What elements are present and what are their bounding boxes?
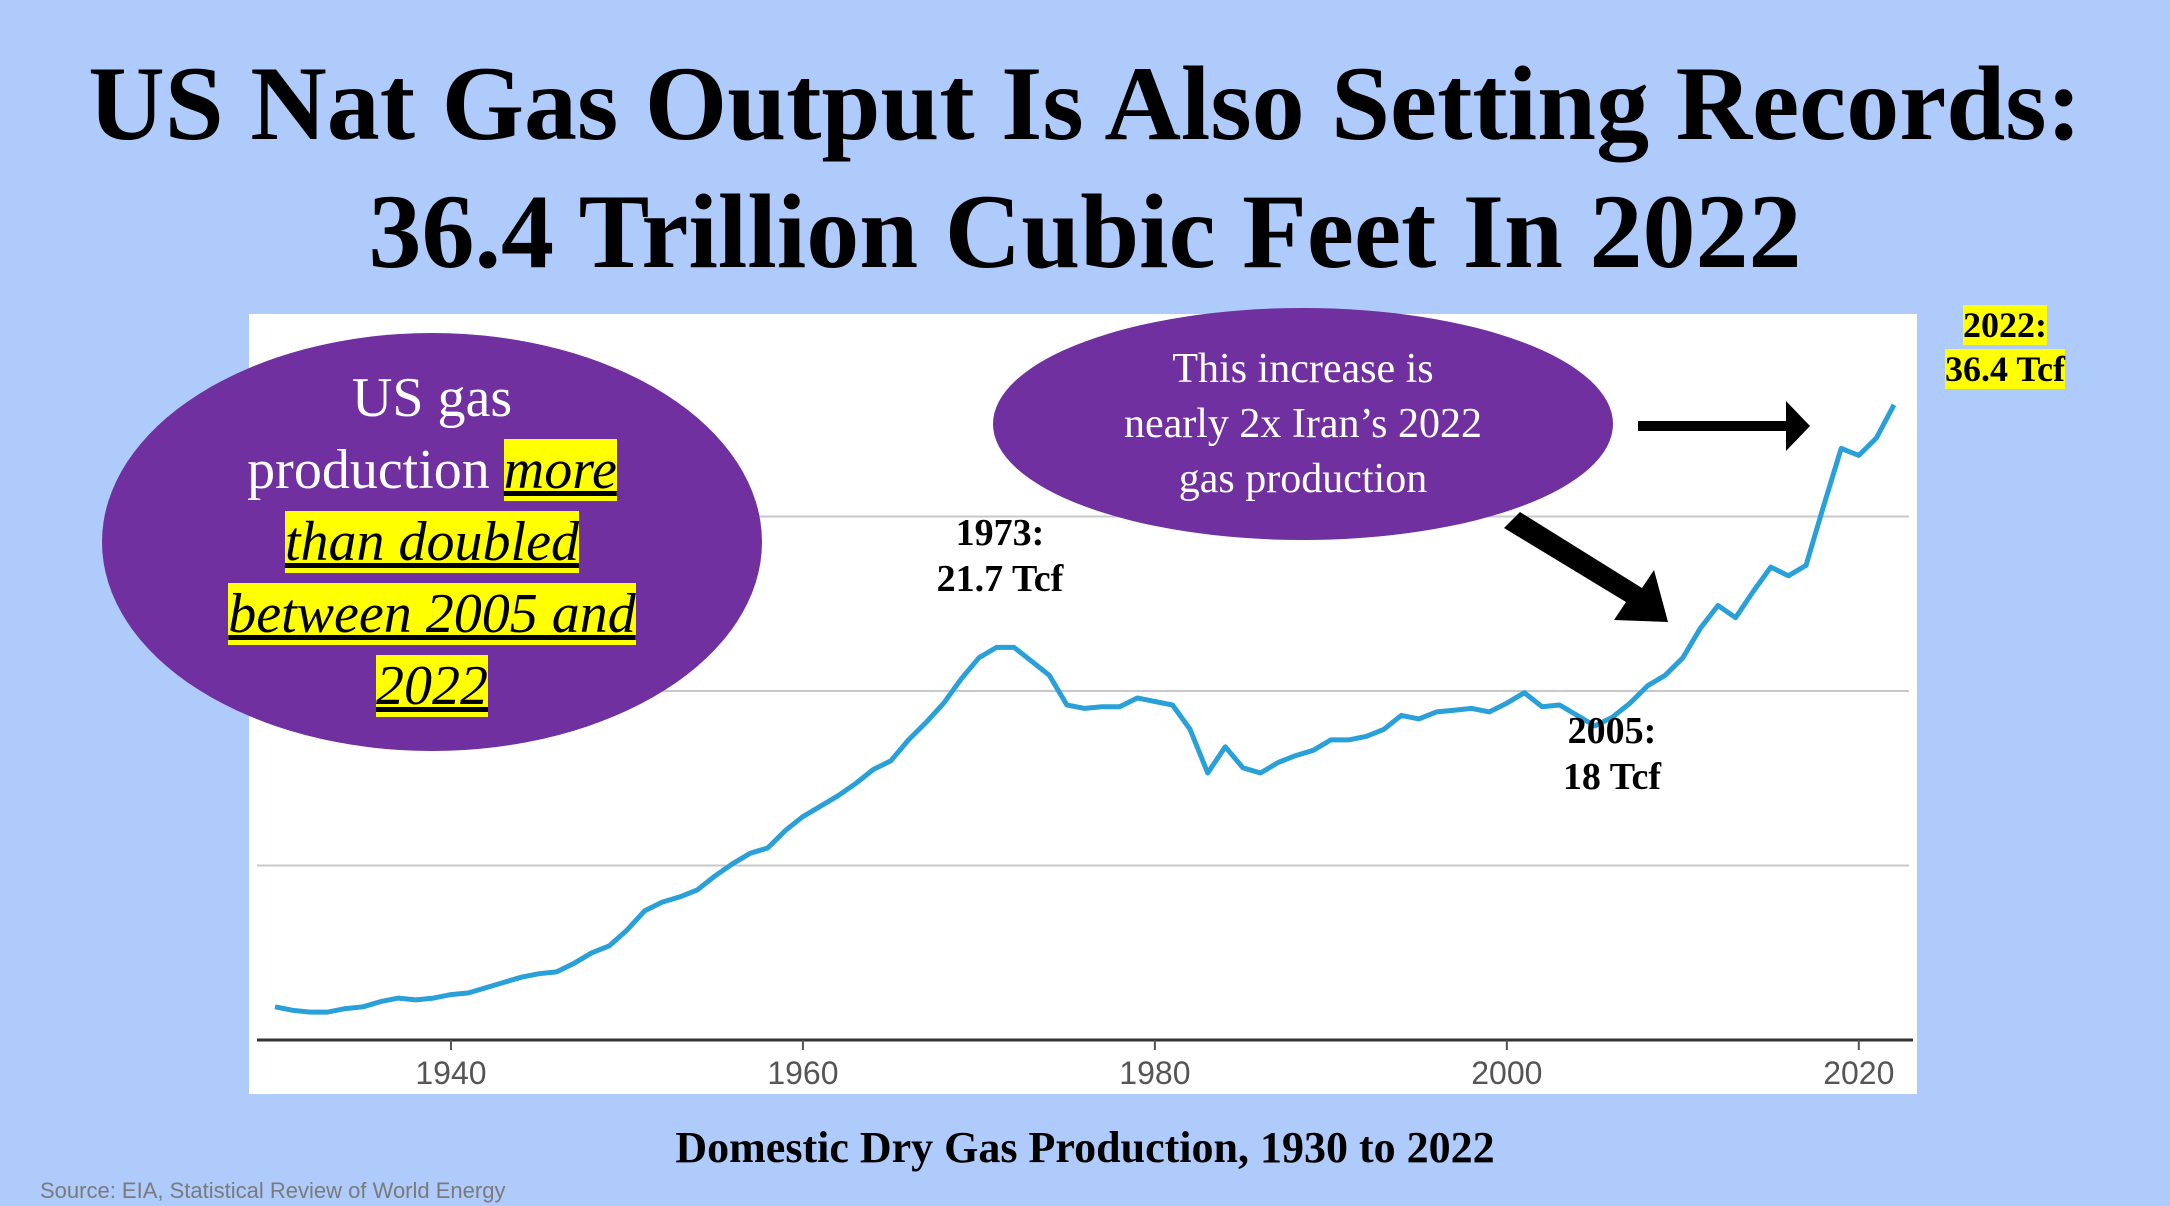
annotation-2022-year: 2022: [1963,305,2047,345]
bubble-left-highlight-3: between 2005 and [228,583,636,645]
page-title: US Nat Gas Output Is Also Setting Record… [0,40,2170,296]
x-tick-label-1940: 1940 [415,1055,486,1091]
series-line-0 [274,403,1897,1015]
annotation-1973-value: 21.7 Tcf [936,558,1064,600]
annotation-2022: 2022: 36.4 Tcf [1920,303,2090,391]
x-tick-label-1960: 1960 [767,1055,838,1091]
x-tick-label-1980: 1980 [1119,1055,1190,1091]
bubble-left-highlight-2: than doubled [285,511,579,573]
callout-bubble-iran: This increase is nearly 2x Iran’s 2022 g… [993,308,1613,540]
bubble-left-text-2: production [247,439,504,501]
bubble-right-line-3: gas production [1178,455,1428,502]
bubble-left-text-1: US gas [351,367,513,429]
annotation-2005: 2005: 18 Tcf [1512,708,1712,800]
annotation-2005-year: 2005: [1567,710,1657,752]
annotation-2005-value: 18 Tcf [1562,756,1662,798]
annotation-1973-year: 1973: [955,512,1045,554]
title-line-2: 36.4 Trillion Cubic Feet In 2022 [368,173,1802,290]
callout-bubble-doubled: US gas production more than doubled betw… [102,333,762,751]
bubble-left-highlight-4: 2022 [376,655,488,717]
source-note: Source: EIA, Statistical Review of World… [40,1178,506,1203]
bubble-left-highlight-1: more [503,439,617,501]
x-tick-label-2020: 2020 [1823,1055,1894,1091]
bubble-right-line-1: This increase is [1172,345,1434,392]
chart-caption: Domestic Dry Gas Production, 1930 to 202… [675,1123,1495,1172]
x-tick-label-2000: 2000 [1471,1055,1542,1091]
title-line-1: US Nat Gas Output Is Also Setting Record… [88,45,2082,162]
annotation-2022-value: 36.4 Tcf [1944,349,2066,389]
bubble-right-line-2: nearly 2x Iran’s 2022 [1123,400,1483,447]
annotation-1973: 1973: 21.7 Tcf [900,510,1100,602]
